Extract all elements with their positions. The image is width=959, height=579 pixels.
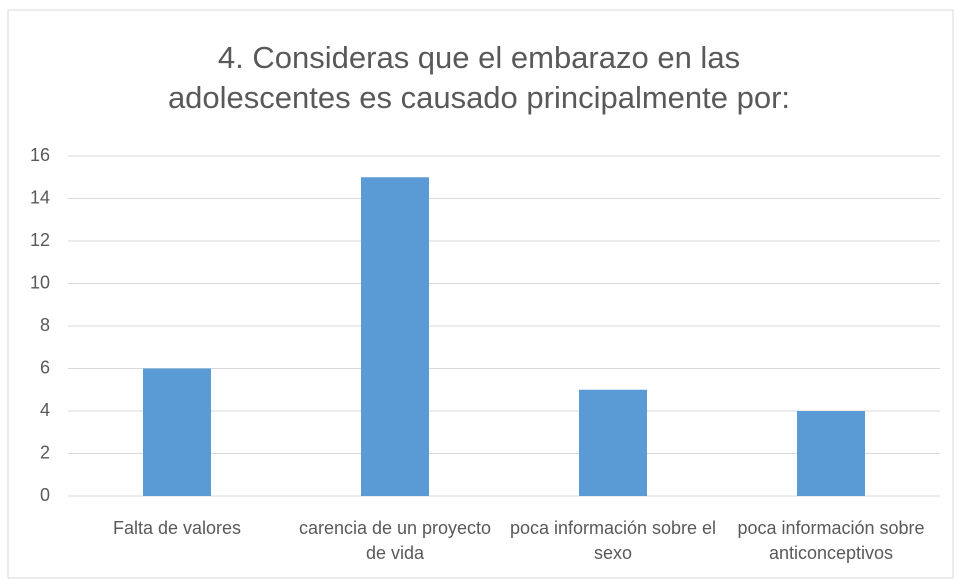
y-tick-label: 16 [30, 145, 50, 165]
y-tick-label: 6 [40, 357, 50, 377]
y-tick-label: 0 [40, 485, 50, 505]
x-tick-label: poca información sobre el sexo [509, 518, 717, 563]
x-tick-label: carencia de un proyecto de vida [298, 518, 492, 563]
x-tick-label: poca información sobre anticonceptivos [737, 518, 925, 563]
x-tick-label: Falta de valores [112, 518, 242, 538]
y-tick-label: 14 [30, 187, 50, 207]
y-tick-label: 8 [40, 315, 50, 335]
bar [797, 411, 865, 496]
chart-title: 4. Consideras que el embarazo en las ado… [167, 40, 791, 115]
y-tick-label: 2 [40, 442, 50, 462]
bar [361, 177, 429, 496]
bar [579, 389, 647, 496]
y-tick-label: 10 [30, 272, 50, 292]
y-tick-label: 4 [40, 400, 50, 420]
y-tick-label: 12 [30, 230, 50, 250]
bar [143, 368, 211, 496]
